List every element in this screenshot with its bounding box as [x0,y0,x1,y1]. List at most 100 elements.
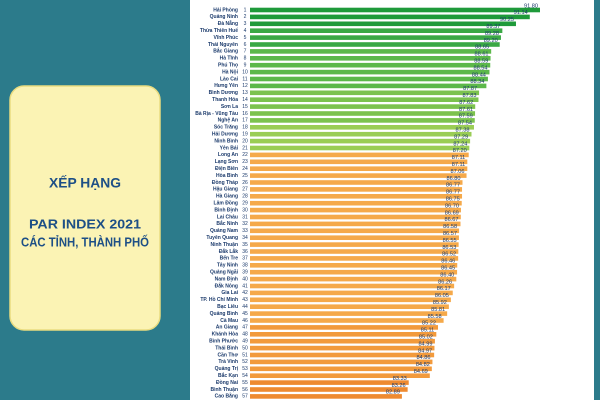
value-label: 84.82 [416,362,430,368]
value-label: 85.81 [431,307,445,313]
row-name: Quảng Ngãi [210,270,239,276]
row-name: Bắc Kạn [218,372,238,379]
value-label: 85.02 [419,334,433,340]
row-name: Quảng Bình [210,311,238,317]
bar [250,28,503,33]
value-label: 87.24 [453,141,467,147]
row-name: Điện Biên [215,166,238,172]
value-label: 87.38 [455,127,469,133]
value-label: 83.26 [392,383,406,389]
row-rank: 27 [242,187,248,193]
bar [250,159,468,165]
row-name: Trà Vinh [218,359,238,365]
bar [250,49,492,54]
row-name: Lâm Đồng [214,201,238,207]
row-rank: 25 [242,173,248,179]
row-name: Đồng Nai [216,380,239,386]
row-name: Cà Mau [220,318,238,324]
bar [250,118,475,123]
bar [250,83,487,89]
row-rank: 14 [242,97,248,103]
row-name: Long An [218,152,238,158]
bar [250,138,471,144]
row-name: Thái Bình [215,345,238,351]
value-label: 88.54 [473,65,487,71]
row-name: Đắk Nông [215,282,238,289]
row-name: Quảng Nam [210,228,239,234]
value-label: 87.20 [453,148,467,154]
row-name: Bắc Giang [213,48,238,55]
bar [250,352,435,358]
row-rank: 31 [242,214,248,220]
bar [250,35,501,40]
bar [250,42,500,47]
row-rank: 12 [242,83,248,89]
bar [250,304,449,309]
value-label: 87.06 [451,169,465,175]
value-label: 87.87 [463,86,477,92]
row-rank: 13 [242,90,248,96]
row-rank: 15 [242,104,248,110]
row-name: Vĩnh Phúc [214,35,239,41]
bar [250,249,459,254]
row-name: Nam Định [215,276,238,282]
bar [250,152,469,158]
value-label: 86.05 [435,293,449,299]
bar [250,221,461,227]
value-label: 87.11 [452,162,466,168]
row-rank: 54 [242,373,248,379]
bar [250,359,433,365]
bar [250,345,435,351]
row-rank: 10 [242,69,248,75]
bar [250,263,458,268]
value-label: 89.37 [486,24,500,30]
value-label: 82.89 [386,390,400,396]
value-label: 88.61 [475,52,489,58]
row-name: Phú Thọ [218,63,238,69]
row-name: Lạng Sơn [215,159,238,165]
row-rank: 20 [242,138,248,144]
row-rank: 51 [242,352,248,358]
row-name: Thừa Thiên Huế [200,27,238,34]
row-name: Bến Tre [220,255,239,262]
value-label: 86.45 [441,265,455,271]
bar [250,76,488,82]
row-rank: 38 [242,263,248,269]
bar [250,7,540,13]
row-rank: 30 [242,207,248,213]
row-name: TP. Hồ Chí Minh [200,297,238,303]
row-rank: 35 [242,242,248,248]
row-rank: 1 [244,7,247,13]
value-label: 87.62 [459,100,473,106]
row-name: Nghệ An [218,118,238,124]
value-label: 86.57 [443,231,457,237]
row-rank: 39 [242,270,248,276]
value-label: 91.80 [524,3,538,9]
value-label: 85.92 [433,300,447,306]
bar [250,276,457,282]
row-rank: 55 [242,380,248,386]
row-name: Thanh Hóa [212,97,238,103]
bar [250,21,516,27]
value-label: 88.59 [474,58,488,64]
row-name: Đồng Tháp [212,180,238,186]
bar [250,214,461,220]
value-label: 90.25 [500,17,514,23]
value-label: 86.26 [438,279,452,285]
bar [250,366,432,372]
bar [250,297,451,303]
value-label: 87.54 [458,121,472,127]
bar [250,373,430,378]
row-rank: 9 [244,63,247,69]
bar [250,290,453,296]
bar [250,173,467,178]
title-line: PAR INDEX 2021 [29,217,141,231]
row-rank: 7 [244,49,247,55]
value-label: 86.77 [446,190,460,196]
row-rank: 57 [242,394,248,400]
row-name: Bình Dương [209,90,238,96]
value-label: 86.53 [442,245,456,251]
title-line: CÁC TỈNH, THÀNH PHỐ [21,234,149,249]
value-label: 86.67 [444,217,458,223]
